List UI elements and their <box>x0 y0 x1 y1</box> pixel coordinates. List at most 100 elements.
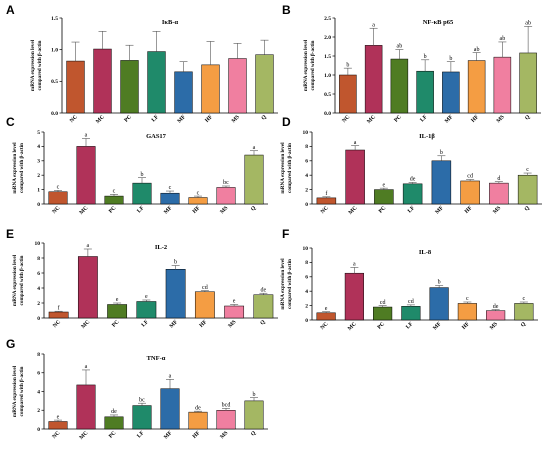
significance-letter: bc <box>223 180 229 186</box>
significance-letter: a <box>372 22 375 28</box>
y-axis-label: mRNA expression level <box>12 254 18 306</box>
x-tick-label: NC <box>320 205 330 215</box>
x-tick-label: Q <box>524 205 532 213</box>
x-tick-label: PC <box>393 114 403 124</box>
bar-mf <box>431 160 452 205</box>
y-tick-label: 0.5 <box>324 92 331 98</box>
bar-nc <box>48 311 69 319</box>
x-tick-label: PC <box>377 321 387 331</box>
significance-letter: b <box>438 280 441 286</box>
bar-lf <box>402 183 423 205</box>
significance-letter: a <box>169 374 172 380</box>
y-tick-label: 0.0 <box>324 111 331 117</box>
significance-letter: f <box>58 304 60 311</box>
bar-nc <box>316 197 337 205</box>
significance-letter: cd <box>408 299 414 305</box>
panel-d: D IL-1β mRNA expression level compared with… <box>280 115 542 216</box>
y-tick-label: 10 <box>303 130 309 136</box>
bar-ms <box>486 310 506 321</box>
x-tick-label: PC <box>108 430 118 440</box>
significance-letter: de <box>195 405 201 411</box>
x-tick-label: Q <box>520 321 528 329</box>
y-tick-label: 8 <box>305 144 308 150</box>
significance-letter: cd <box>202 285 208 291</box>
y-axis-label: compared with β-actin <box>37 40 43 90</box>
significance-letter: de <box>410 177 416 183</box>
bar-hf <box>188 197 208 205</box>
x-tick-label: MF <box>163 430 174 441</box>
x-tick-label: MC <box>80 319 91 330</box>
y-tick-label: 2 <box>37 173 40 179</box>
y-tick-label: 8 <box>305 260 308 266</box>
significance-letter: b <box>440 150 443 156</box>
x-tick-label: PC <box>123 114 133 124</box>
bar-lf <box>147 51 166 114</box>
y-axis-label: compared with β-actin <box>287 143 293 193</box>
x-tick-label: MS <box>231 114 241 124</box>
significance-letter: de <box>261 287 267 293</box>
significance-letter: b <box>253 392 256 398</box>
x-tick-label: NC <box>52 319 62 329</box>
significance-letter: c <box>197 190 200 196</box>
y-axis-label: compared with β-actin <box>19 366 25 416</box>
y-tick-label: 0 <box>305 318 308 324</box>
significance-letter: a <box>353 262 356 268</box>
significance-letter: a <box>253 145 256 151</box>
y-tick-label: 1.5 <box>324 54 331 60</box>
y-tick-label: 8 <box>37 256 40 262</box>
bar-hf <box>194 291 215 319</box>
bar-mf <box>160 192 180 205</box>
x-tick-label: MC <box>79 205 90 216</box>
panel-b: B NF-κB p65 mRNA expression level compared … <box>282 3 541 125</box>
panel-e: E IL-2 mRNA expression level compared with … <box>6 227 278 330</box>
bar-pc <box>120 60 139 114</box>
x-tick-label: NC <box>51 430 61 440</box>
panel-letter: E <box>6 227 14 241</box>
significance-letter: b <box>141 172 144 178</box>
bar-hf <box>467 60 486 114</box>
x-tick-label: MC <box>348 205 359 216</box>
y-axis-label: compared with β-actin <box>19 255 25 305</box>
y-tick-label: 3 <box>37 159 40 165</box>
panel-title: IL-2 <box>155 244 167 251</box>
significance-letter: b <box>424 54 427 60</box>
y-tick-label: 4 <box>305 289 308 295</box>
x-tick-label: Q <box>250 205 258 213</box>
significance-letter: c <box>113 189 116 195</box>
x-tick-label: MF <box>169 319 180 330</box>
x-tick-label: HF <box>204 114 214 124</box>
x-tick-label: NC <box>320 321 330 331</box>
significance-letter: a <box>85 133 88 139</box>
significance-letter: a <box>85 364 88 370</box>
bar-pc <box>107 304 128 319</box>
bar-ms <box>224 305 245 319</box>
bar-q <box>514 303 534 321</box>
bar-nc <box>66 60 85 114</box>
bar-q <box>255 54 274 114</box>
significance-letter: de <box>493 304 499 310</box>
significance-letter: c <box>169 185 172 191</box>
y-tick-label: 1.0 <box>51 47 58 53</box>
bar-lf <box>401 306 421 321</box>
significance-letter: e <box>57 414 60 420</box>
significance-letter: b <box>346 62 349 68</box>
bar-q <box>244 154 264 205</box>
significance-letter: ab <box>397 44 403 50</box>
significance-letter: f <box>325 190 327 197</box>
x-tick-label: HF <box>199 319 209 329</box>
y-tick-label: 1.0 <box>324 73 331 79</box>
x-tick-label: MS <box>219 430 229 440</box>
x-tick-label: PC <box>378 205 388 215</box>
bar-mf <box>165 269 186 319</box>
bar-mc <box>345 149 365 205</box>
x-tick-label: MC <box>95 114 106 125</box>
bar-lf <box>132 405 152 430</box>
y-tick-label: 0 <box>305 202 308 208</box>
significance-letter: ab <box>525 21 531 27</box>
y-tick-label: 2 <box>37 301 40 307</box>
significance-letter: c <box>466 296 469 302</box>
y-tick-label: 4 <box>37 286 40 292</box>
bar-mf <box>174 71 193 114</box>
panel-title: TNF-α <box>147 355 166 362</box>
bar-mc <box>76 384 96 430</box>
